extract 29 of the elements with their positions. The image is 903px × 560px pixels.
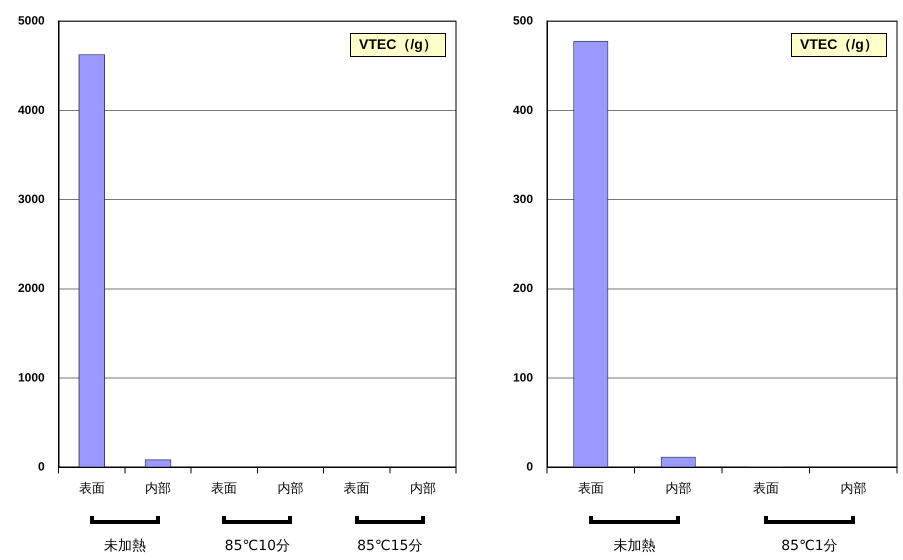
x-tick-label: 表面 xyxy=(211,482,238,497)
x-tick-label: 内部 xyxy=(840,482,866,497)
y-axis-title: VTEC（/g） xyxy=(350,33,446,58)
x-tick-label: 内部 xyxy=(665,482,692,497)
x-tick-label: 内部 xyxy=(277,482,304,497)
text: 85℃10分 xyxy=(224,537,290,555)
y-tick-label: 500 xyxy=(512,14,534,28)
y-tick-label: 0 xyxy=(526,460,534,474)
x-tick-label: 表面 xyxy=(344,482,370,497)
x-tick-label: 内部 xyxy=(145,482,172,497)
y-tick-label: 3000 xyxy=(18,192,46,206)
text: 85℃1分 xyxy=(781,537,838,555)
y-axis-title: VTEC（/g） xyxy=(791,33,887,58)
y-tick-label: 5000 xyxy=(18,14,46,28)
x-tick-label: 表面 xyxy=(578,482,604,497)
text: 未加熱 xyxy=(104,537,146,555)
x-tick-label: 表面 xyxy=(78,482,105,497)
x-tick-label: 表面 xyxy=(752,482,779,497)
text: 85℃15分 xyxy=(357,537,422,555)
text: 未加熱 xyxy=(614,537,656,555)
y-tick-label: 1000 xyxy=(18,370,46,384)
y-tick-label: 2000 xyxy=(18,281,46,296)
y-tick-label: 400 xyxy=(512,102,534,117)
y-tick-label: 200 xyxy=(512,281,534,296)
y-tick-label: 300 xyxy=(512,192,534,206)
y-tick-label: 100 xyxy=(512,370,534,384)
y-tick-label: 0 xyxy=(38,460,46,474)
y-tick-label: 4000 xyxy=(18,102,46,117)
x-tick-label: 内部 xyxy=(410,482,436,497)
